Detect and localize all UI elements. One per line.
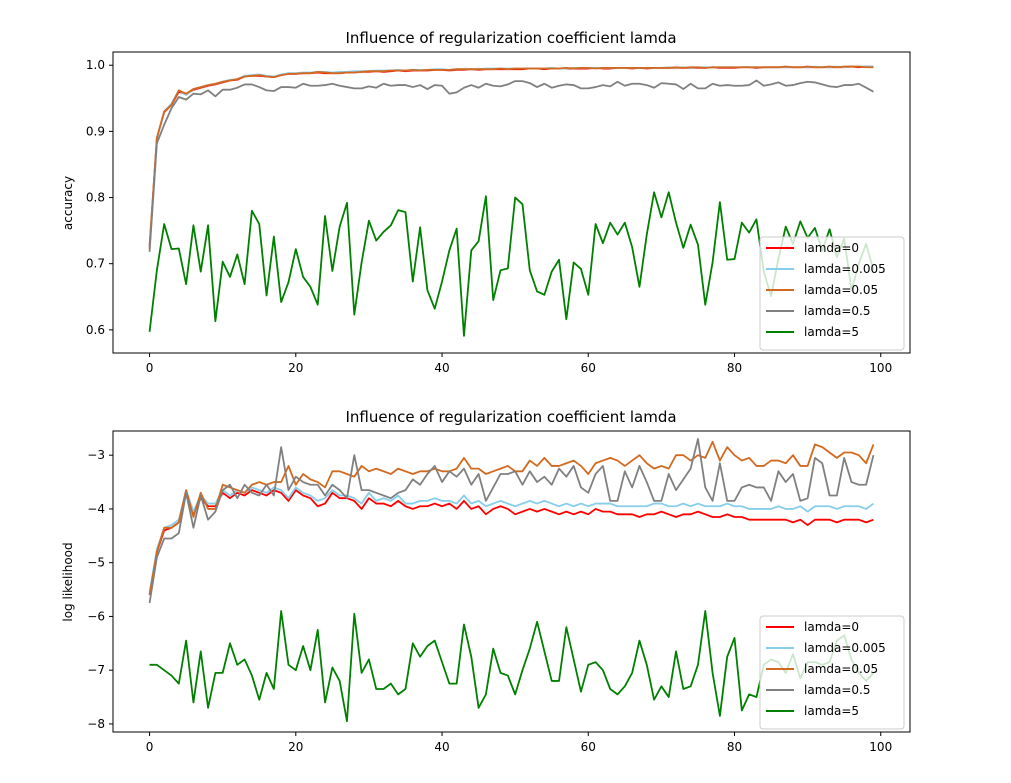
y-tick-label: 0.6 [86,323,105,337]
y-tick-label: −8 [87,717,105,731]
chart-title: Influence of regularization coefficient … [345,29,676,47]
y-tick-label: −7 [87,663,105,677]
axes-frame [112,430,911,733]
legend-label: lamda=0.05 [804,662,878,676]
legend: lamda=0 lamda=0.005 lamda=0.05 lamda=0.5 lam… [759,615,905,730]
axis-ticks: 0 20 40 60 80 100 −8 −7 −6 −5 −4 −3 [87,448,892,754]
series-line-lamda=0.005 [148,65,874,248]
legend-label: lamda=0.005 [804,641,886,655]
y-tick-label: 0.8 [86,191,105,205]
x-tick-label: 100 [869,740,892,754]
y-tick-label: 1.0 [86,58,105,72]
series-line-lamda=0 [148,489,874,596]
series-line-lamda=5 [148,191,875,337]
y-axis-label: log likelihood [61,542,75,621]
log-likelihood-subplot: Influence of regularization coefficient … [61,408,911,754]
legend-label: lamda=0.005 [804,262,886,276]
legend-box [759,615,905,730]
y-tick-label: −5 [87,556,105,570]
legend-label: lamda=0.5 [804,683,871,697]
series-line-lamda=0.5 [148,438,875,604]
y-tick-label: −3 [87,448,105,462]
x-tick-label: 0 [146,361,154,375]
x-tick-label: 20 [288,361,303,375]
plot-area [148,438,875,723]
x-tick-label: 60 [581,361,596,375]
y-tick-label: −6 [87,609,105,623]
legend-label: lamda=0 [804,620,859,634]
plot-area [148,65,875,337]
y-tick-label: 0.9 [86,124,105,138]
series-line-lamda=0.05 [148,440,875,596]
series-line-lamda=0.05 [148,65,874,246]
series-line-lamda=0.5 [148,79,874,252]
series-line-lamda=5 [149,610,875,723]
legend-label: lamda=0.05 [804,283,878,297]
x-tick-label: 60 [581,740,596,754]
legend: lamda=0 lamda=0.005 lamda=0.05 lamda=0.5 lam… [759,236,905,351]
x-tick-label: 80 [727,740,742,754]
x-tick-label: 80 [727,361,742,375]
axis-ticks: 0 20 40 60 80 100 0.6 0.7 0.8 0.9 1.0 [86,58,892,375]
axes-frame [112,51,911,354]
legend-box [759,236,905,351]
y-axis-label: accuracy [61,176,75,230]
legend-label: lamda=5 [804,704,859,718]
x-tick-label: 100 [869,361,892,375]
y-tick-label: −4 [87,502,105,516]
chart-title: Influence of regularization coefficient … [345,408,676,426]
legend-label: lamda=5 [804,325,859,339]
x-tick-label: 20 [288,740,303,754]
x-tick-label: 40 [434,740,449,754]
x-tick-label: 40 [434,361,449,375]
x-tick-label: 0 [146,740,154,754]
y-tick-label: 0.7 [86,257,105,271]
series-line-lamda=0.005 [148,486,874,593]
legend-label: lamda=0.5 [804,304,871,318]
legend-label: lamda=0 [804,241,859,255]
accuracy-subplot: Influence of regularization coefficient … [61,29,911,375]
